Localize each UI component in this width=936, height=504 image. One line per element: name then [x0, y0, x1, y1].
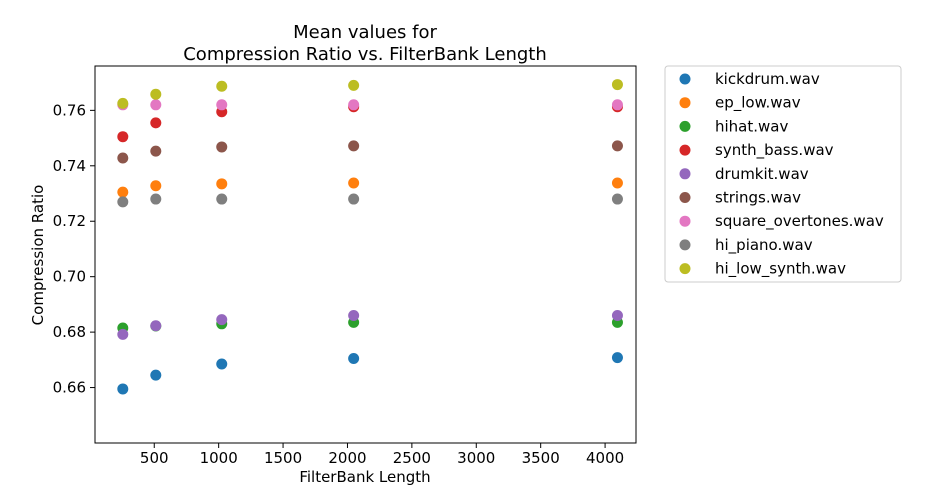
legend-marker — [679, 239, 691, 251]
x-tick-label: 3000 — [457, 449, 495, 467]
x-tick-label: 2000 — [328, 449, 366, 467]
data-points — [117, 79, 623, 395]
legend-label: drumkit.wav — [715, 165, 809, 183]
data-point — [150, 117, 162, 129]
data-point — [348, 352, 360, 364]
legend-label: square_overtones.wav — [715, 212, 884, 231]
plot-area-frame — [94, 65, 637, 444]
legend-marker — [679, 263, 691, 275]
legend-marker — [679, 97, 691, 109]
data-point — [117, 328, 129, 340]
data-point — [611, 193, 623, 205]
legend-label: synth_bass.wav — [715, 141, 834, 160]
legend-label: ep_low.wav — [715, 94, 801, 113]
x-tick-label: 1000 — [200, 449, 238, 467]
legend-marker — [679, 192, 691, 203]
legend-marker — [679, 120, 691, 132]
legend-label: hihat.wav — [715, 117, 788, 135]
data-point — [348, 99, 360, 111]
legend-label: strings.wav — [715, 189, 801, 207]
data-point — [216, 193, 228, 205]
data-point — [117, 383, 129, 395]
x-tick-label: 1500 — [264, 449, 302, 467]
data-point — [117, 152, 129, 164]
data-point — [611, 177, 623, 189]
data-point — [117, 97, 129, 109]
y-tick-label: 0.68 — [53, 323, 86, 341]
data-point — [611, 309, 623, 321]
data-point — [216, 99, 228, 111]
data-point — [150, 99, 162, 111]
legend-label: hi_piano.wav — [715, 236, 813, 255]
chart-title-line-1: Mean values for — [293, 22, 437, 43]
legend-label: hi_low_synth.wav — [715, 260, 846, 279]
data-point — [611, 140, 623, 152]
data-point — [216, 358, 228, 370]
x-tick-label: 3500 — [522, 449, 560, 467]
y-tick-label: 0.72 — [53, 212, 86, 230]
x-tick-label: 2500 — [393, 449, 431, 467]
y-tick-label: 0.76 — [53, 101, 86, 119]
legend-marker — [679, 168, 691, 180]
y-axis-ticks: 0.66 0.68 0.70 0.72 0.74 0.76 — [53, 101, 95, 397]
data-point — [611, 352, 623, 364]
data-point — [150, 369, 162, 381]
y-tick-label: 0.66 — [53, 379, 86, 397]
x-axis-label: FilterBank Length — [299, 468, 430, 486]
data-point — [348, 193, 360, 205]
data-point — [216, 178, 228, 190]
data-point — [348, 140, 360, 152]
x-axis-ticks: 500 1000 1500 2000 2500 3000 3500 4000 — [140, 443, 624, 467]
data-point — [150, 193, 162, 205]
legend: kickdrum.wav ep_low.wav hihat.wav synth_bas… — [664, 65, 902, 283]
data-point — [150, 145, 162, 157]
legend-marker — [679, 144, 691, 156]
chart-title-line-2: Compression Ratio vs. FilterBank Length — [183, 44, 547, 65]
data-point — [348, 309, 360, 321]
legend-frame — [664, 65, 902, 283]
data-point — [611, 79, 623, 91]
data-point — [348, 79, 360, 91]
y-axis-label: Compression Ratio — [29, 185, 47, 326]
data-point — [611, 99, 623, 111]
x-tick-label: 500 — [140, 449, 169, 467]
data-point — [117, 131, 129, 143]
data-point — [150, 320, 162, 332]
data-point — [216, 80, 228, 92]
y-tick-label: 0.70 — [53, 268, 86, 286]
data-point — [117, 196, 129, 208]
data-point — [216, 141, 228, 153]
legend-label: kickdrum.wav — [715, 70, 820, 88]
y-tick-label: 0.74 — [53, 157, 86, 175]
x-tick-label: 4000 — [586, 449, 624, 467]
data-point — [348, 177, 360, 189]
data-point — [216, 314, 228, 326]
data-point — [117, 186, 129, 198]
data-point — [150, 88, 162, 100]
data-point — [150, 180, 162, 192]
legend-marker — [679, 73, 691, 85]
legend-marker — [679, 215, 691, 227]
